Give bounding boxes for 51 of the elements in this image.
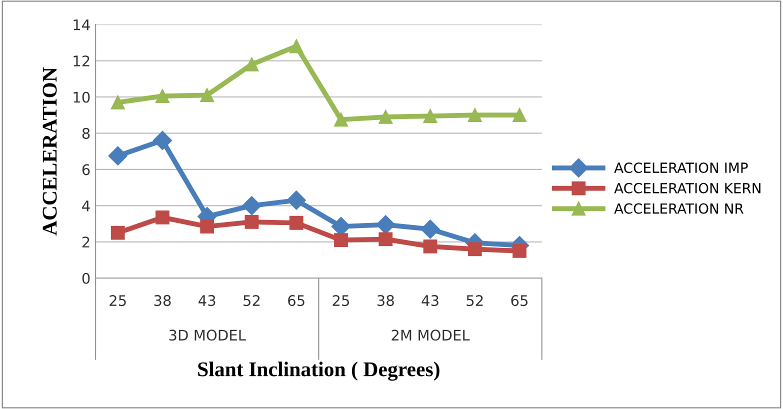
point [156, 89, 170, 104]
point [242, 196, 262, 216]
point [468, 242, 482, 256]
point [200, 88, 214, 102]
point [512, 244, 526, 258]
point [244, 215, 259, 229]
x-tick-label: 65 [288, 295, 304, 306]
point [156, 210, 170, 224]
legend-label: ACCELERATION IMP [614, 162, 748, 174]
legend-label: ACCELERATION KERN [614, 182, 760, 194]
x-tick-label: 38 [154, 295, 171, 306]
point [423, 109, 438, 123]
point [468, 108, 482, 122]
point [289, 39, 304, 54]
point [286, 190, 306, 210]
x-tick-label: 43 [422, 295, 438, 306]
point [378, 232, 393, 246]
y-tick-label: 12 [74, 55, 90, 66]
point [289, 216, 304, 230]
legend-label: ACCELERATION NR [614, 203, 744, 214]
x-tick-label: 25 [110, 295, 126, 306]
x-tick-label: 65 [511, 295, 528, 306]
y-tick-label: 14 [74, 19, 90, 30]
point [378, 110, 393, 124]
text: 2M MODEL [392, 330, 470, 341]
text: 3D MODEL [169, 330, 246, 341]
x-tick-label: 52 [466, 295, 483, 306]
point [334, 112, 348, 127]
point [110, 226, 125, 240]
y-tick-label: 2 [82, 236, 90, 248]
point [152, 130, 172, 150]
y-tick-label: 0 [82, 272, 90, 284]
x-tick-label: 43 [198, 295, 216, 306]
x-tick-label: 38 [377, 295, 394, 306]
point [423, 239, 438, 254]
x-axis-title: Slant Inclination ( Degrees) [198, 362, 440, 381]
y-tick-label: 10 [74, 92, 90, 103]
point [512, 108, 526, 122]
point [108, 146, 128, 166]
point [334, 233, 348, 248]
point [376, 215, 396, 234]
point [200, 220, 214, 234]
y-tick-label: 6 [82, 164, 90, 176]
y-axis-title: ACCELERATION [42, 67, 57, 236]
point [420, 220, 440, 239]
point [244, 57, 259, 72]
x-tick-label: 25 [332, 295, 349, 306]
x-tick-label: 52 [244, 295, 260, 306]
point [110, 95, 125, 110]
y-tick-label: 4 [82, 200, 90, 212]
y-tick-label: 8 [82, 128, 90, 139]
